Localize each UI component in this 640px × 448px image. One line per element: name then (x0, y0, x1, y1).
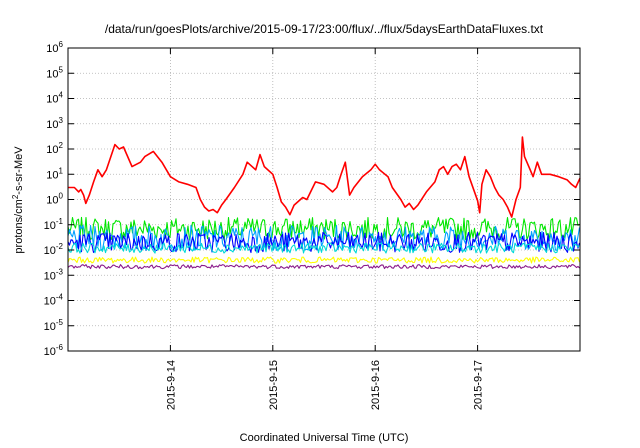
x-tick-label: 2015-9-15 (268, 360, 280, 410)
y-tick-label: 104 (46, 91, 63, 106)
chart-title: /data/run/goesPlots/archive/2015-09-17/2… (105, 22, 544, 36)
y-tick-label: 101 (46, 166, 63, 181)
y-tick-label: 102 (46, 141, 63, 156)
series-layer (67, 136, 581, 270)
x-tick-label: 2015-9-14 (165, 360, 177, 410)
y-tick-label: 100 (46, 192, 63, 207)
series-line-4 (67, 242, 580, 254)
y-axis: 10-6 10-5 10-4 10-3 10-2 10-1 100 101 102 103 104 1… (44, 40, 580, 358)
y-tick-label: 106 (46, 40, 63, 55)
series-line-6 (67, 264, 580, 270)
y-tick-label: 10-6 (44, 343, 64, 358)
y-tick-label: 10-4 (44, 293, 64, 308)
y-tick-label: 10-1 (44, 217, 64, 232)
series-line-3 (67, 231, 581, 254)
series-line-5 (67, 256, 581, 264)
y-tick-label: 10-2 (44, 242, 64, 257)
y-tick-label: 103 (46, 116, 63, 131)
x-tick-label: 2015-9-16 (370, 360, 382, 410)
y-tick-label: 105 (46, 65, 63, 80)
y-axis-label: protons/cm2-s-sr-MeV (11, 146, 25, 254)
y-tick-label: 10-5 (44, 318, 64, 333)
grid (68, 48, 580, 351)
series-line-0 (68, 136, 581, 218)
y-tick-label: 10-3 (44, 267, 64, 282)
x-axis: 2015-9-14 2015-9-15 2015-9-16 2015-9-17 (165, 48, 485, 410)
x-axis-label: Coordinated Universal Time (UTC) (240, 432, 409, 444)
x-tick-label: 2015-9-17 (473, 360, 485, 410)
